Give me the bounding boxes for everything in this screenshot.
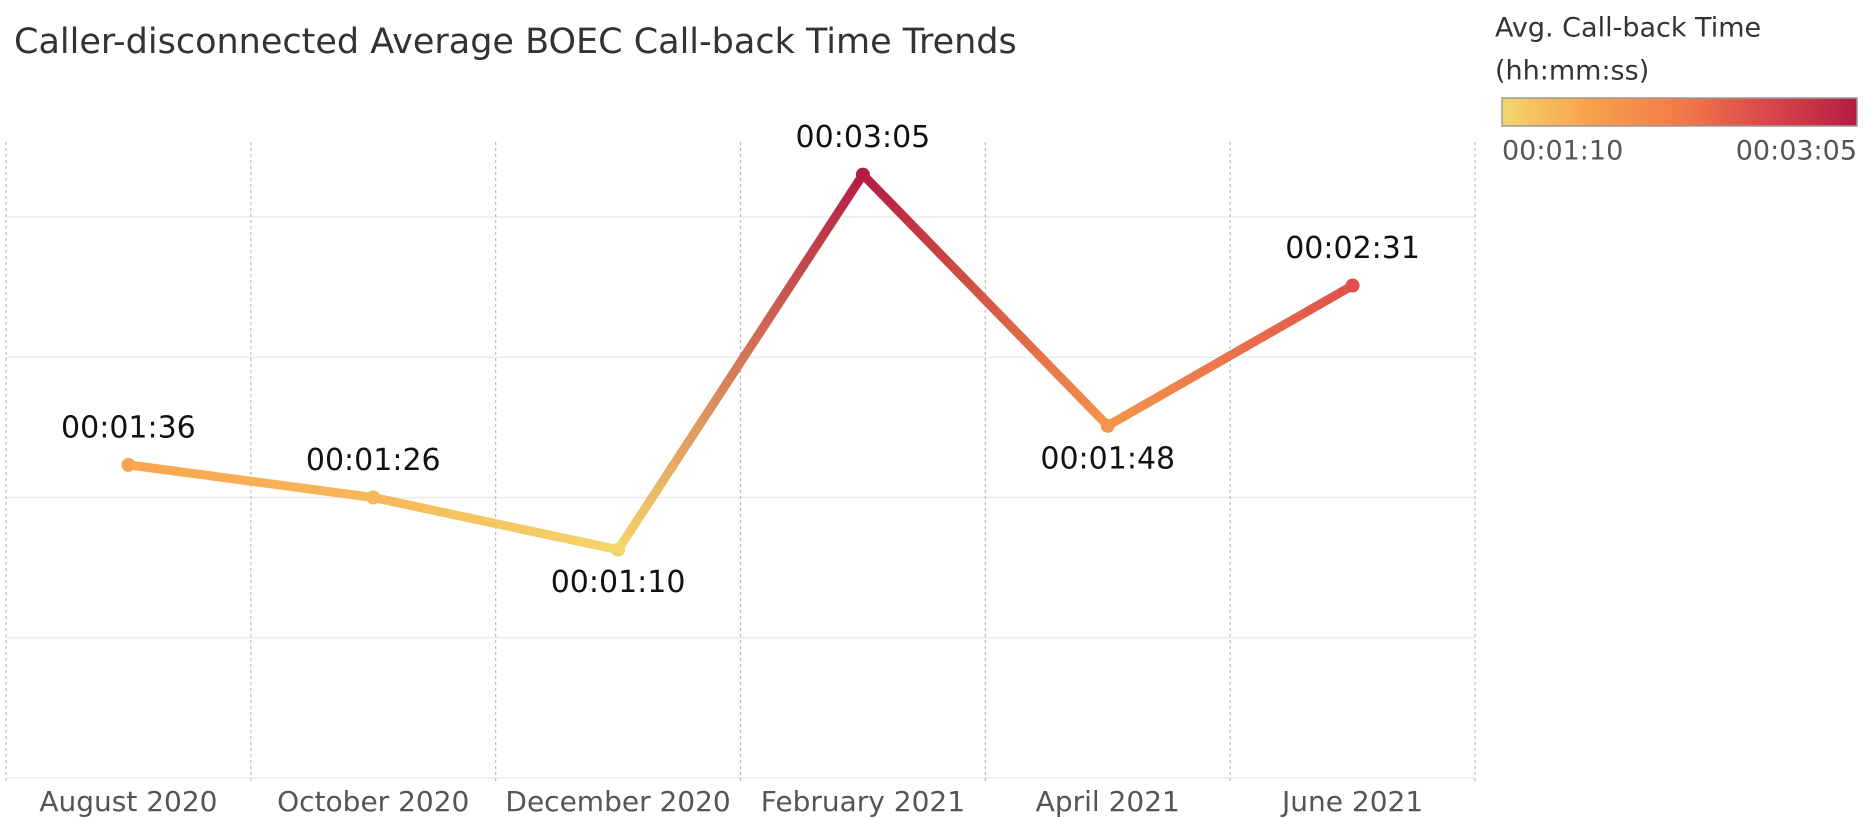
- legend-title: Avg. Call-back Time: [1495, 13, 1761, 44]
- point: [611, 542, 626, 557]
- data-label: 00:01:10: [551, 565, 686, 600]
- line-segment: [368, 493, 623, 555]
- data-label: 00:01:48: [1040, 441, 1175, 476]
- data-label: 00:03:05: [796, 120, 931, 155]
- line-segment: [613, 170, 868, 555]
- point: [1100, 418, 1115, 433]
- point: [855, 167, 870, 182]
- chart-title: Caller-disconnected Average BOEC Call-ba…: [14, 22, 1017, 62]
- line-segment: [858, 170, 1113, 431]
- legend-min-label: 00:01:10: [1502, 136, 1623, 167]
- x-tick-label: February 2021: [761, 785, 965, 818]
- point: [366, 490, 381, 505]
- point: [1345, 278, 1360, 293]
- line-segment: [123, 460, 378, 503]
- data-label: 00:02:31: [1285, 231, 1420, 266]
- x-tick-label: December 2020: [505, 785, 730, 818]
- x-tick-label: April 2021: [1036, 785, 1180, 818]
- line-segment: [1103, 281, 1358, 431]
- x-tick-label: August 2020: [39, 785, 217, 818]
- legend-title: (hh:mm:ss): [1495, 56, 1649, 87]
- point: [121, 457, 136, 472]
- x-tick-label: June 2021: [1280, 785, 1423, 818]
- color-scale: [1501, 97, 1858, 127]
- data-label: 00:01:36: [61, 410, 196, 445]
- data-label: 00:01:26: [306, 443, 441, 478]
- legend-max-label: 00:03:05: [1736, 136, 1857, 167]
- x-tick-label: October 2020: [277, 785, 469, 818]
